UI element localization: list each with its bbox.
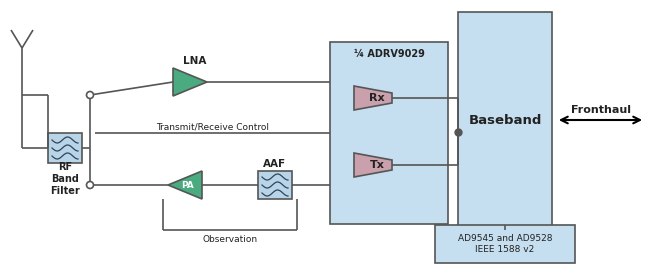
Text: LNA: LNA [183, 56, 207, 66]
Polygon shape [354, 153, 392, 177]
Bar [330, 42, 448, 224]
Text: Fronthaul: Fronthaul [570, 105, 631, 115]
Polygon shape [354, 86, 392, 110]
Circle shape [87, 181, 93, 188]
Text: AD9545 and AD9528
IEEE 1588 v2: AD9545 and AD9528 IEEE 1588 v2 [458, 234, 553, 254]
Text: RF
Band
Filter: RF Band Filter [50, 162, 80, 195]
Bar [48, 133, 82, 163]
Bar [435, 225, 575, 263]
Text: Transmit/Receive Control: Transmit/Receive Control [156, 123, 269, 131]
Text: Tx: Tx [369, 160, 384, 170]
Text: AAF: AAF [263, 159, 286, 169]
Circle shape [87, 92, 93, 99]
Text: Baseband: Baseband [468, 114, 541, 127]
Polygon shape [173, 68, 207, 96]
Text: Rx: Rx [369, 93, 385, 103]
Text: PA: PA [181, 181, 193, 190]
Polygon shape [168, 171, 202, 199]
Text: ¼ ADRV9029: ¼ ADRV9029 [353, 49, 424, 59]
Bar [258, 171, 292, 199]
Bar [458, 12, 552, 230]
Text: Observation: Observation [202, 235, 258, 245]
